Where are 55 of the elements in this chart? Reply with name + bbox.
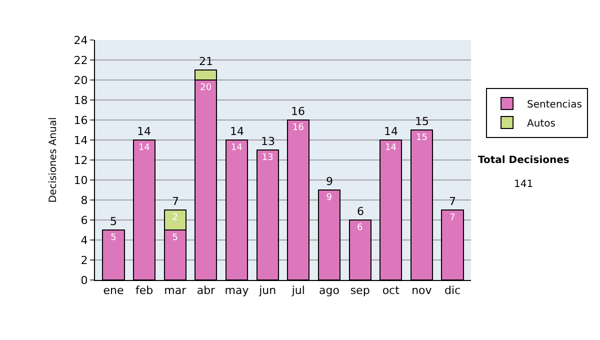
text: 141 [514, 179, 534, 190]
y-tick-label: 18 [74, 94, 88, 107]
y-tick-label: 6 [80, 214, 88, 227]
x-tick-label: nov [412, 284, 432, 298]
total-label: 21 [199, 55, 213, 68]
data-label: 14 [138, 143, 150, 153]
data-label: 14 [230, 143, 243, 153]
y-tick-label: 4 [80, 234, 88, 247]
total-label: 5 [110, 215, 117, 228]
x-tick-label: feb [135, 284, 154, 298]
x-tick-label: oct [382, 284, 400, 298]
data-label: 6 [357, 223, 364, 233]
y-tick-label: 2 [80, 254, 88, 267]
y-tick-label: 10 [74, 174, 88, 187]
total-label: 9 [326, 175, 333, 188]
total-label: 14 [384, 125, 398, 138]
data-label: 5 [110, 233, 116, 243]
x-tick-label: ene [103, 284, 124, 298]
total-label: 14 [137, 125, 151, 138]
y-tick-label: 0 [80, 274, 88, 287]
x-tick-label: jul [290, 284, 305, 298]
x-tick-label: sep [350, 284, 370, 298]
y-tick-label: 12 [74, 154, 88, 167]
data-label: 9 [326, 193, 332, 203]
x-tick-label: abr [196, 284, 216, 298]
y-tick-label: 16 [74, 114, 88, 127]
total-label: 6 [357, 205, 364, 218]
legend-label: Autos [527, 118, 556, 130]
data-label: 5 [172, 233, 178, 243]
total-label: 16 [291, 105, 305, 118]
total-label: 7 [172, 195, 179, 208]
y-tick-label: 22 [74, 54, 88, 67]
data-label: 16 [292, 123, 304, 133]
y-tick-label: 24 [74, 34, 88, 47]
x-tick-label: dic [444, 284, 461, 298]
total-label: 13 [261, 135, 275, 148]
total-label: 7 [449, 195, 456, 208]
y-axis-title: Decisiones Anual [48, 117, 59, 203]
total-label: 14 [230, 125, 244, 138]
total-label: 15 [415, 115, 429, 128]
y-tick-label: 8 [80, 194, 88, 207]
data-label: 14 [385, 143, 397, 153]
y-tick-label: 14 [74, 134, 88, 147]
x-tick-label: mar [164, 284, 187, 298]
data-label: 7 [450, 213, 456, 223]
data-label: 15 [416, 133, 428, 143]
text: Total Decisiones [478, 155, 570, 166]
data-label: 13 [262, 153, 274, 163]
x-tick-label: jun [258, 284, 276, 298]
y-tick-label: 20 [74, 74, 88, 87]
x-tick-label: may [224, 284, 250, 298]
legend-label: Sentencias [527, 99, 582, 110]
data-label: 2 [172, 213, 178, 223]
data-label: 20 [200, 83, 212, 93]
x-tick-label: ago [319, 284, 340, 298]
